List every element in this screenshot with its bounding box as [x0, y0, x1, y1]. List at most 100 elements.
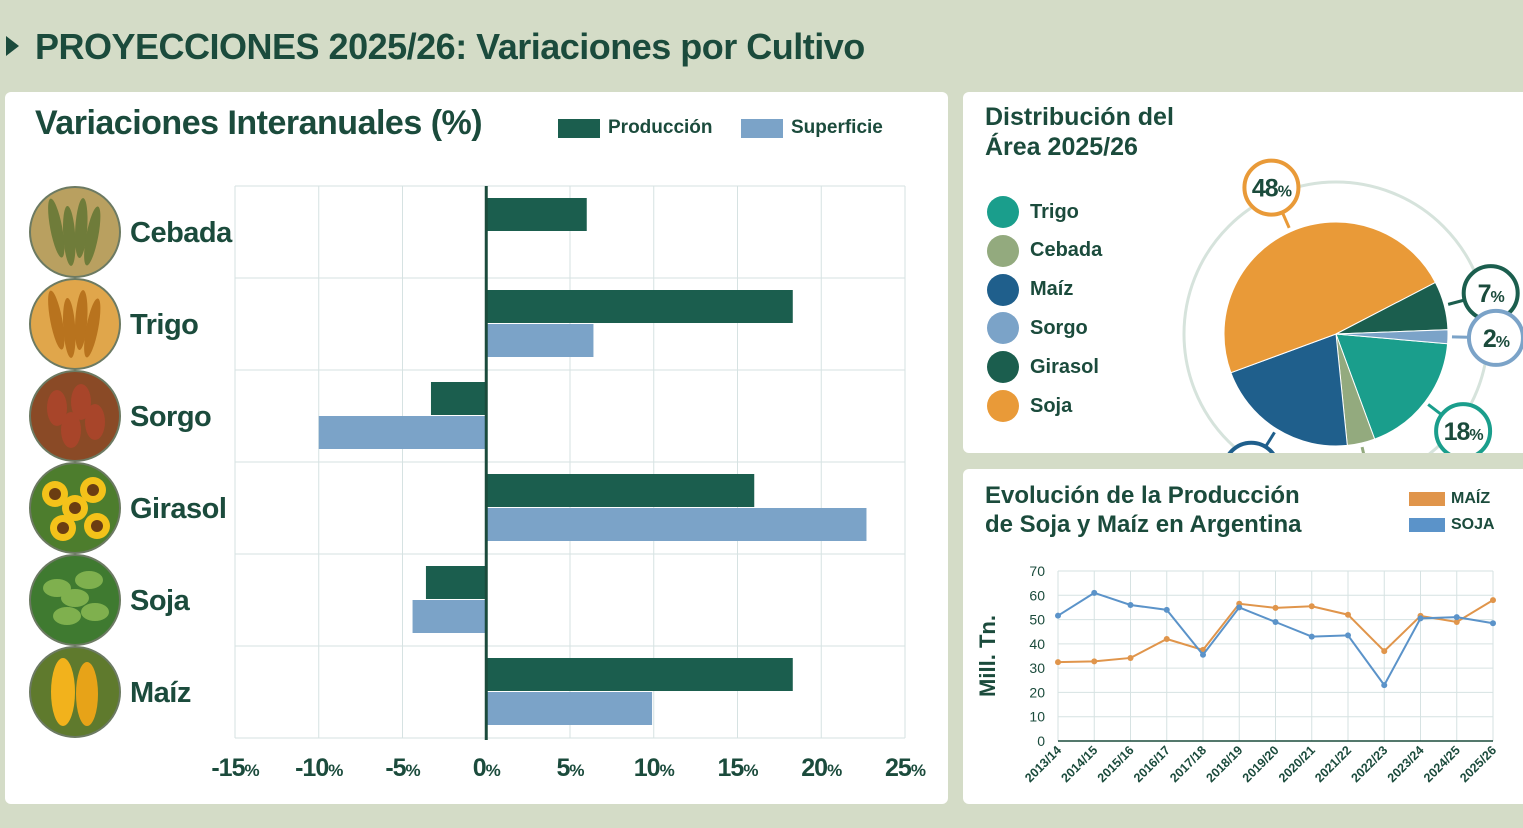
line-point-maíz [1163, 636, 1170, 642]
bar-chart: -15% -10% -5% 0% 5% 10% 15% 20% 25% Cebada Trigo S… [29, 185, 927, 782]
pie-callout-badge [1242, 158, 1301, 217]
line-x-tick-label: 2024/25 [1421, 743, 1463, 785]
line-point-soja [1055, 612, 1061, 619]
bar-produccion [425, 566, 487, 599]
line-point-soja [1453, 614, 1460, 621]
line-point-maíz [1345, 611, 1351, 618]
bar-superficie [486, 692, 653, 725]
soy-leaf [75, 571, 103, 589]
line-point-maíz [1453, 619, 1460, 625]
line-y-tick-label: 60 [1029, 587, 1045, 603]
cebada-avatar [29, 186, 121, 278]
bar-x-tick-label: 15% [718, 754, 759, 782]
sorghum-head [85, 404, 105, 440]
soy-leaf [53, 607, 81, 625]
line-x-tick-label: 2014/15 [1059, 743, 1101, 785]
line-point-maíz [1308, 603, 1315, 610]
sorgo-avatar [29, 370, 121, 462]
legend-superficie: Superficie [741, 117, 883, 139]
legend-soja-swatch [1409, 518, 1445, 532]
pie-legend-dot [987, 196, 1019, 228]
line-point-soja [1236, 604, 1243, 611]
grain-spike [62, 298, 76, 358]
soja-avatar [29, 554, 121, 646]
line-x-tick-label: 2013/14 [1022, 743, 1064, 785]
soy-leaf [61, 589, 89, 607]
pie-callout-badge [1227, 440, 1275, 453]
page-title: PROYECCIONES 2025/26: Variaciones por Cu… [35, 26, 865, 67]
line-chart-title: Evolución de la Producción de Soja y Maí… [985, 482, 1302, 538]
grain-spike [84, 206, 101, 266]
grain-spike [74, 290, 88, 350]
pie-legend-dot [987, 390, 1019, 422]
bar-x-tick-label: 5% [556, 754, 584, 782]
bar-superficie [318, 416, 487, 449]
bar-chart-panel: -15% -10% -5% 0% 5% 10% 15% 20% 25% Cebada Trigo S… [5, 92, 948, 804]
line-y-tick-label: 30 [1029, 660, 1045, 676]
bar-x-tick-label: -15% [211, 754, 259, 782]
line-y-axis-label: Mill. Tn. [975, 615, 1000, 697]
legend-maiz-label: MAÍZ [1451, 490, 1491, 507]
pie-legend-label: Soja [1030, 394, 1073, 417]
pie-slice-soja [1223, 221, 1437, 374]
line-point-soja [1163, 606, 1170, 613]
pie-value-label: 7% [1478, 280, 1505, 308]
bar-superficie [412, 600, 487, 633]
pie-legend-dot [987, 351, 1019, 384]
bar-category-label: Sorgo [130, 401, 211, 433]
legend-produccion: Producción [558, 117, 713, 139]
line-point-soja [1091, 589, 1098, 596]
bar-x-tick-label: -10% [295, 754, 343, 782]
pie-chart: 18%4%21%48%7%2% [1182, 158, 1523, 453]
pie-legend-item: Cebada [987, 234, 1102, 267]
line-x-tick-label: 2018/19 [1204, 743, 1246, 785]
line-point-soja [1127, 602, 1134, 608]
pie-chart-panel: 18%4%21%48%7%2% Distribución del Área 20… [963, 92, 1523, 453]
bar-produccion [486, 474, 755, 507]
bar-x-tick-label: -5% [385, 754, 420, 782]
line-point-maíz [1091, 658, 1098, 665]
line-x-tick-label: 2020/21 [1276, 743, 1318, 785]
pie-legend-dot [987, 312, 1019, 345]
corn-cob [51, 658, 75, 726]
line-point-soja [1381, 682, 1388, 689]
bar-x-tick-label: 10% [634, 754, 675, 782]
line-point-maíz [1272, 604, 1279, 611]
legend-maiz-swatch [1409, 492, 1445, 506]
grain-spike [62, 206, 76, 266]
pie-legend-label: Girasol [1030, 355, 1099, 378]
line-chart: 0 10 20 30 40 50 60 70 2013/142014/152015/162016… [975, 563, 1499, 785]
line-point-soja [1345, 632, 1351, 639]
legend-superficie-label: Superficie [791, 117, 883, 138]
legend-produccion-label: Producción [608, 117, 713, 138]
line-chart-panel: 0 10 20 30 40 50 60 70 2013/14 2014/15 2015/16 2016… [963, 469, 1523, 804]
bar-x-tick-label: 25% [885, 754, 926, 782]
line-point-soja [1272, 619, 1279, 625]
line-y-tick-label: 20 [1029, 684, 1045, 700]
grain-spike [48, 290, 65, 350]
soy-leaf [81, 603, 109, 621]
pie-slice-sorgo [1335, 329, 1449, 345]
legend-soja-label: SOJA [1451, 516, 1495, 533]
bar-superficie [486, 324, 594, 357]
sunflower-center [87, 484, 99, 496]
sorghum-head [61, 412, 81, 448]
maiz-avatar [29, 646, 121, 738]
line-x-tick-label: 2022/23 [1349, 743, 1391, 785]
pie-legend-item: Girasol [987, 351, 1099, 384]
line-y-tick-label: 70 [1029, 563, 1045, 579]
bar-superficie [486, 508, 867, 541]
line-y-tick-label: 10 [1029, 709, 1045, 725]
grain-spike [84, 298, 101, 358]
sorghum-head [71, 384, 91, 420]
line-x-tick-label: 2019/20 [1240, 743, 1282, 785]
pie-value-label: 48% [1252, 175, 1292, 203]
pie-slice-trigo [1335, 333, 1449, 440]
line-point-maíz [1381, 648, 1388, 655]
bar-produccion [486, 198, 587, 231]
legend-superficie-swatch [741, 118, 783, 138]
line-x-tick-label: 2025/26 [1457, 743, 1499, 785]
line-point-soja [1417, 615, 1424, 622]
line-point-soja [1490, 620, 1496, 627]
pie-callout-line [1360, 446, 1366, 453]
